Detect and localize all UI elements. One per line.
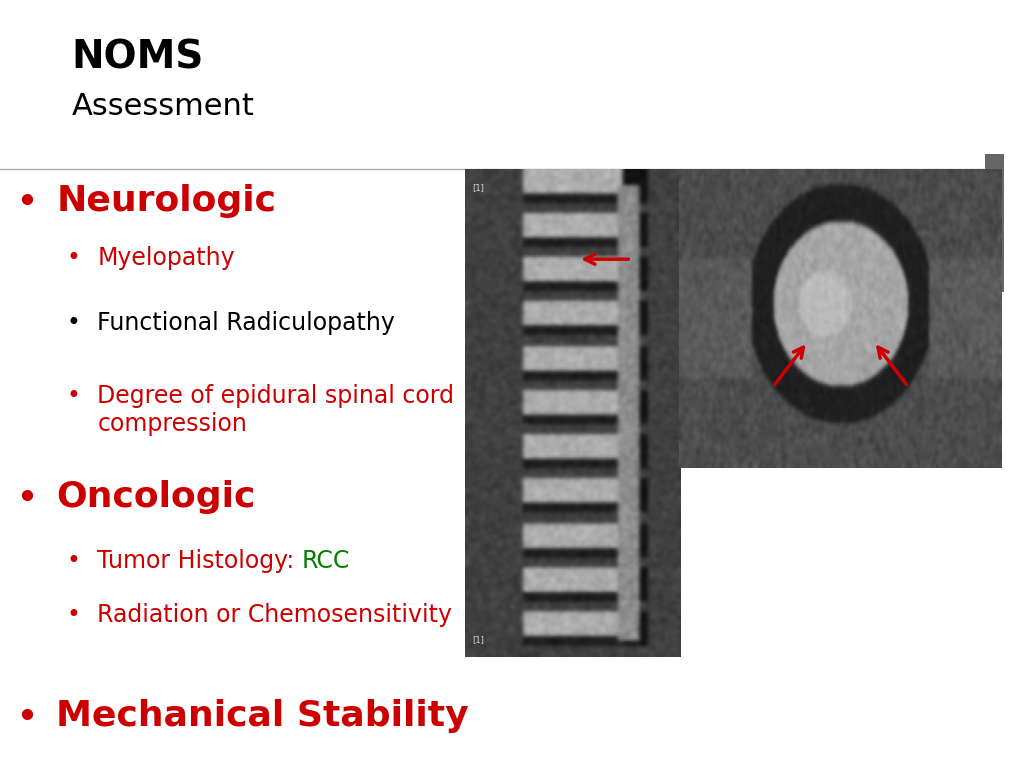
Text: [1]: [1] [472,183,484,192]
Text: •: • [67,549,81,573]
Text: Oncologic: Oncologic [56,480,256,514]
Bar [985,154,1004,292]
Text: Assessment: Assessment [72,92,255,121]
Text: RCC: RCC [302,549,350,573]
Text: •: • [67,603,81,627]
Text: Neurologic: Neurologic [56,184,276,218]
Text: •: • [67,311,81,335]
Text: •: • [15,699,38,737]
Text: NOMS: NOMS [72,38,204,76]
Text: [1]: [1] [472,635,484,644]
Text: Mechanical Stability: Mechanical Stability [56,699,469,733]
Text: Tumor Histology:: Tumor Histology: [97,549,302,573]
Text: •: • [67,384,81,408]
Text: •: • [67,246,81,270]
Text: Functional Radiculopathy: Functional Radiculopathy [97,311,395,335]
Text: Degree of epidural spinal cord
compression: Degree of epidural spinal cord compressi… [97,384,455,435]
Text: Myelopathy: Myelopathy [97,246,234,270]
Text: •: • [15,480,38,518]
Text: Radiation or Chemosensitivity: Radiation or Chemosensitivity [97,603,453,627]
Text: •: • [15,184,38,222]
